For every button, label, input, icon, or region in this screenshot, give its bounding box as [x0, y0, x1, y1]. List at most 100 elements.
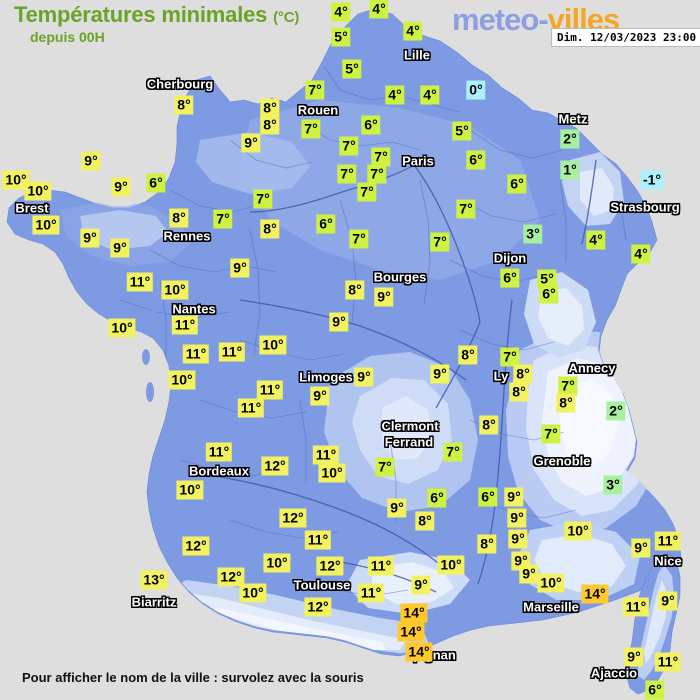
temperature-chip[interactable]: 4° [420, 85, 440, 105]
temperature-chip[interactable]: 11° [304, 530, 332, 550]
temperature-chip[interactable]: 7° [337, 164, 357, 184]
temperature-chip[interactable]: -1° [639, 170, 665, 190]
temperature-chip[interactable]: 8° [174, 95, 194, 115]
temperature-chip[interactable]: 11° [654, 531, 682, 551]
temperature-chip[interactable]: 10° [108, 318, 136, 338]
temperature-chip[interactable]: 10° [2, 170, 30, 190]
temperature-chip[interactable]: 9° [504, 487, 524, 507]
temperature-chip[interactable]: 13° [140, 570, 168, 590]
temperature-chip[interactable]: 7° [456, 199, 476, 219]
temperature-chip[interactable]: 7° [339, 136, 359, 156]
temperature-chip[interactable]: 9° [230, 258, 250, 278]
temperature-chip[interactable]: 5° [452, 121, 472, 141]
temperature-chip[interactable]: 11° [622, 597, 650, 617]
temperature-chip[interactable]: 14° [581, 584, 609, 604]
temperature-chip[interactable]: 12° [279, 508, 307, 528]
temperature-chip[interactable]: 7° [371, 147, 391, 167]
temperature-chip[interactable]: 7° [375, 457, 395, 477]
temperature-chip[interactable]: 11° [218, 342, 246, 362]
temperature-chip[interactable]: 8° [415, 511, 435, 531]
temperature-chip[interactable]: 4° [586, 230, 606, 250]
temperature-chip[interactable]: 6° [478, 487, 498, 507]
temperature-chip[interactable]: 9° [658, 591, 678, 611]
temperature-chip[interactable]: 7° [305, 80, 325, 100]
temperature-chip[interactable]: 9° [354, 367, 374, 387]
temperature-chip[interactable]: 9° [508, 529, 528, 549]
temperature-chip[interactable]: 9° [241, 133, 261, 153]
temperature-chip[interactable]: 11° [182, 344, 210, 364]
temperature-chip[interactable]: 4° [403, 21, 423, 41]
temperature-chip[interactable]: 5° [331, 27, 351, 47]
temperature-chip[interactable]: 11° [367, 556, 395, 576]
temperature-chip[interactable]: 3° [603, 475, 623, 495]
temperature-chip[interactable]: 9° [430, 364, 450, 384]
temperature-chip[interactable]: 7° [430, 232, 450, 252]
temperature-chip[interactable]: 7° [541, 424, 561, 444]
temperature-chip[interactable]: 10° [176, 480, 204, 500]
temperature-chip[interactable]: 8° [513, 364, 533, 384]
temperature-chip[interactable]: 9° [507, 508, 527, 528]
temperature-chip[interactable]: 5° [342, 59, 362, 79]
temperature-chip[interactable]: 8° [260, 219, 280, 239]
temperature-chip[interactable]: 4° [385, 85, 405, 105]
temperature-chip[interactable]: 14° [400, 603, 428, 623]
temperature-chip[interactable]: 8° [260, 115, 280, 135]
temperature-chip[interactable]: 11° [237, 398, 265, 418]
temperature-chip[interactable]: 8° [169, 208, 189, 228]
temperature-chip[interactable]: 10° [24, 181, 52, 201]
temperature-chip[interactable]: 8° [458, 345, 478, 365]
temperature-chip[interactable]: 11° [256, 380, 284, 400]
temperature-chip[interactable]: 11° [171, 315, 199, 335]
temperature-chip[interactable]: 11° [312, 445, 340, 465]
temperature-chip[interactable]: 5° [537, 269, 557, 289]
temperature-chip[interactable]: 6° [645, 680, 665, 700]
temperature-chip[interactable]: 14° [405, 642, 433, 662]
temperature-chip[interactable]: 11° [654, 652, 682, 672]
temperature-chip[interactable]: 9° [624, 647, 644, 667]
temperature-chip[interactable]: 11° [126, 272, 154, 292]
temperature-chip[interactable]: 8° [509, 382, 529, 402]
temperature-chip[interactable]: 1° [560, 160, 580, 180]
temperature-chip[interactable]: 12° [182, 536, 210, 556]
temperature-chip[interactable]: 2° [606, 401, 626, 421]
temperature-chip[interactable]: 9° [519, 564, 539, 584]
temperature-chip[interactable]: 4° [369, 0, 389, 19]
temperature-chip[interactable]: 7° [213, 209, 233, 229]
temperature-chip[interactable]: 10° [32, 215, 60, 235]
temperature-chip[interactable]: 7° [443, 442, 463, 462]
temperature-chip[interactable]: 8° [345, 280, 365, 300]
temperature-chip[interactable]: 6° [427, 488, 447, 508]
temperature-chip[interactable]: 4° [631, 244, 651, 264]
temperature-chip[interactable]: 3° [523, 224, 543, 244]
temperature-chip[interactable]: 9° [80, 228, 100, 248]
temperature-chip[interactable]: 6° [146, 173, 166, 193]
temperature-chip[interactable]: 11° [357, 583, 385, 603]
temperature-chip[interactable]: 4° [331, 2, 351, 22]
temperature-chip[interactable]: 12° [261, 456, 289, 476]
temperature-chip[interactable]: 7° [367, 164, 387, 184]
temperature-chip[interactable]: 10° [318, 463, 346, 483]
temperature-chip[interactable]: 8° [260, 98, 280, 118]
temperature-chip[interactable]: 6° [507, 174, 527, 194]
temperature-chip[interactable]: 9° [310, 386, 330, 406]
temperature-chip[interactable]: 10° [239, 583, 267, 603]
temperature-chip[interactable]: 6° [316, 214, 336, 234]
temperature-chip[interactable]: 10° [259, 335, 287, 355]
temperature-chip[interactable]: 2° [560, 129, 580, 149]
temperature-chip[interactable]: 8° [479, 415, 499, 435]
temperature-chip[interactable]: 7° [558, 376, 578, 396]
temperature-chip[interactable]: 9° [631, 538, 651, 558]
temperature-chip[interactable]: 9° [387, 498, 407, 518]
temperature-chip[interactable]: 10° [437, 555, 465, 575]
temperature-chip[interactable]: 0° [466, 80, 486, 100]
temperature-chip[interactable]: 10° [168, 370, 196, 390]
temperature-chip[interactable]: 7° [357, 182, 377, 202]
temperature-chip[interactable]: 6° [361, 115, 381, 135]
temperature-chip[interactable]: 10° [564, 521, 592, 541]
temperature-chip[interactable]: 12° [304, 597, 332, 617]
temperature-chip[interactable]: 6° [539, 284, 559, 304]
temperature-chip[interactable]: 9° [411, 575, 431, 595]
temperature-chip[interactable]: 10° [161, 280, 189, 300]
temperature-chip[interactable]: 9° [374, 287, 394, 307]
temperature-chip[interactable]: 9° [111, 177, 131, 197]
